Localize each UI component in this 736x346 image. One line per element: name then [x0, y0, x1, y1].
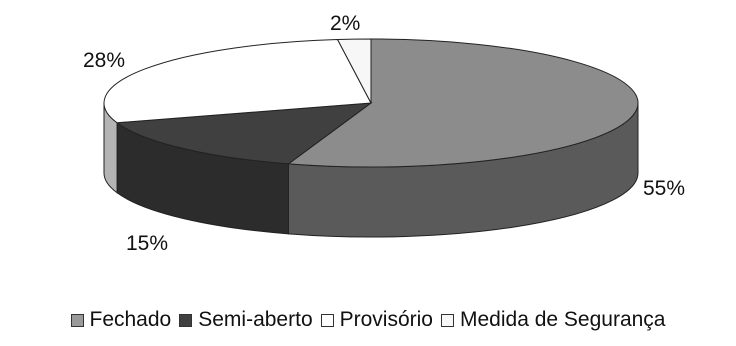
data-label-provisorio: 28% — [83, 49, 126, 72]
pie-slice-provisorio — [103, 38, 372, 124]
legend-swatch-fechado — [70, 313, 84, 327]
legend-label-medida-de-seguranca: Medida de Segurança — [460, 308, 666, 331]
data-label-medida-de-seguranca: 2% — [330, 12, 361, 35]
legend-swatch-semi-aberto — [179, 313, 193, 327]
legend-item-fechado: Fechado — [70, 308, 172, 332]
legend-item-medida-de-seguranca: Medida de Segurança — [441, 308, 665, 332]
legend-item-provisorio: Provisório — [320, 308, 433, 332]
legend-label-fechado: Fechado — [89, 308, 172, 331]
data-label-semi-aberto: 15% — [126, 232, 169, 255]
data-label-fechado: 55% — [643, 177, 686, 200]
legend-swatch-medida-de-seguranca — [441, 313, 454, 327]
pie-chart-svg — [103, 38, 639, 238]
legend-label-provisorio: Provisório — [339, 308, 433, 331]
legend-swatch-provisorio — [320, 313, 334, 327]
pie-slice-fechado — [287, 38, 639, 168]
legend: Fechado Semi-aberto Provisório Medida de… — [0, 308, 736, 332]
legend-label-semi-aberto: Semi-aberto — [198, 308, 313, 331]
pie-slice-medida-de-seguranca — [336, 38, 372, 104]
legend-item-semi-aberto: Semi-aberto — [179, 308, 313, 332]
